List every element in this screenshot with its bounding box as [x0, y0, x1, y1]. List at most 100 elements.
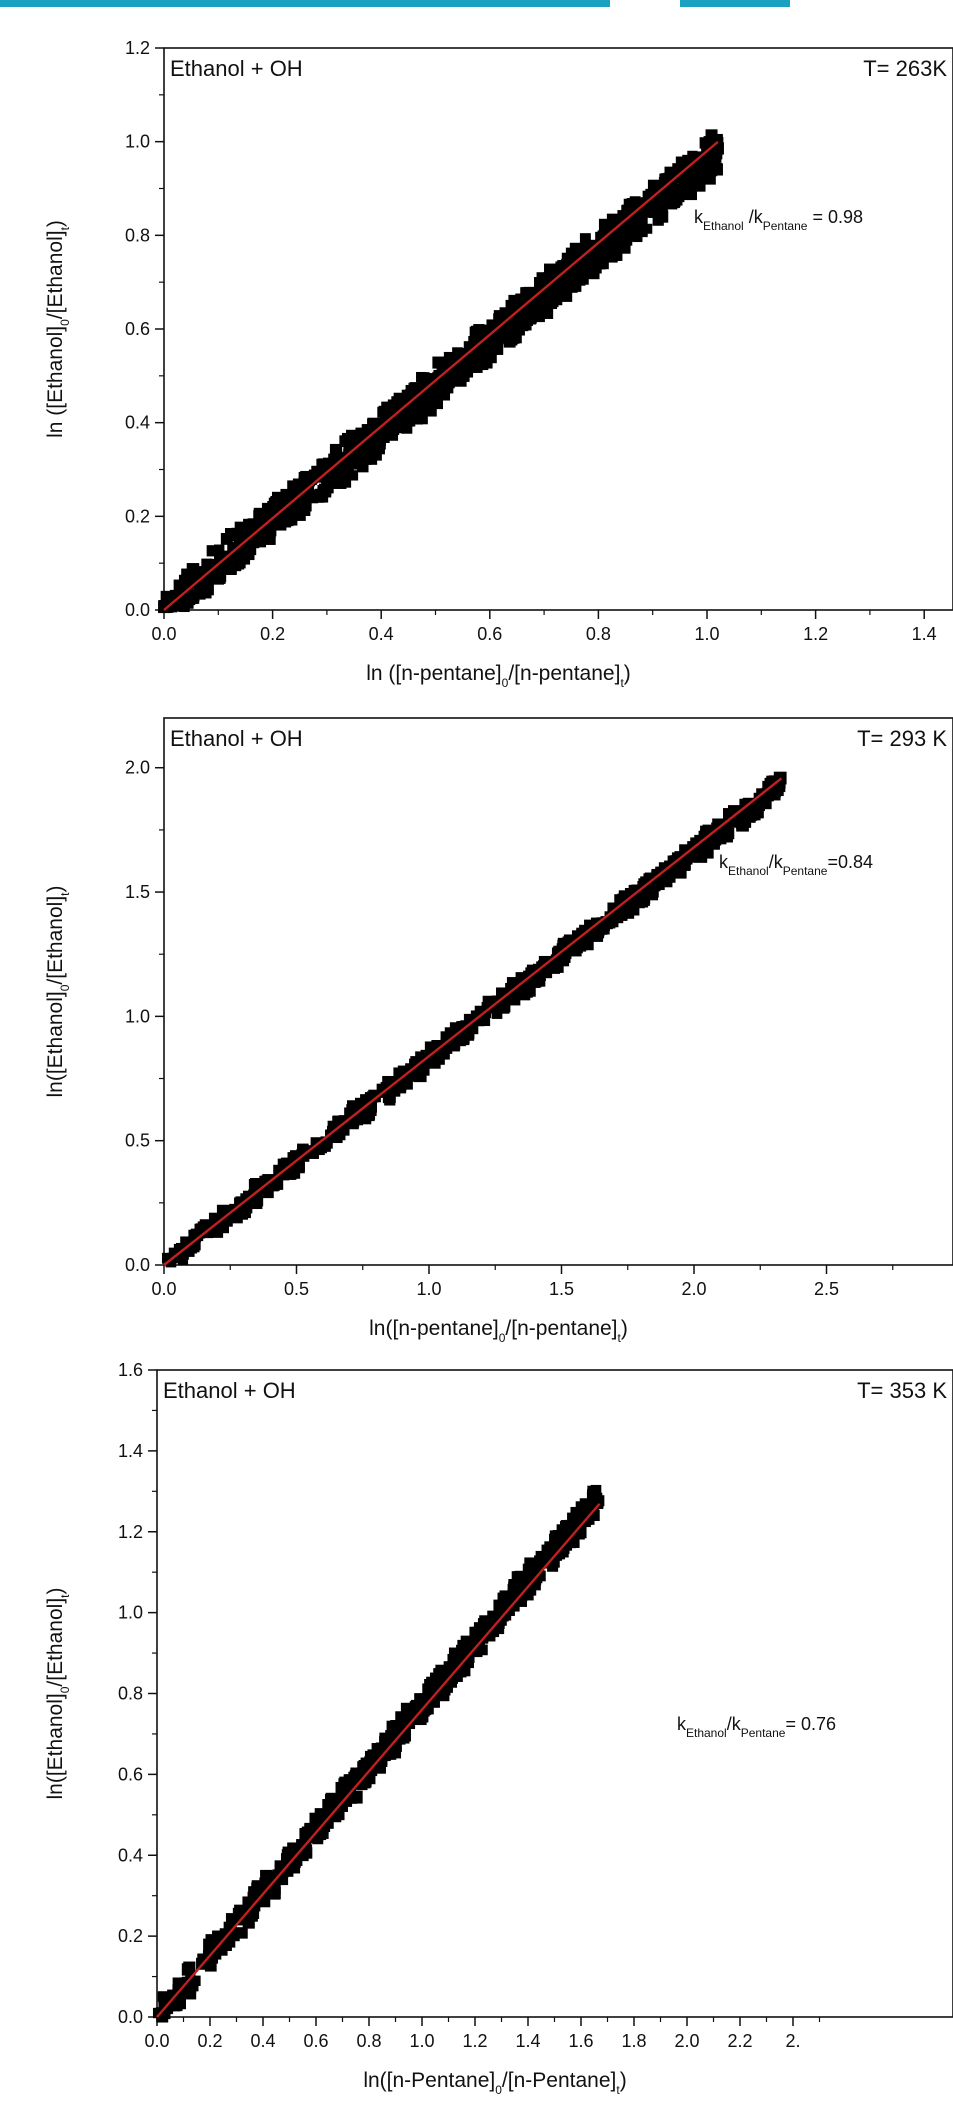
- data-point: [267, 1884, 278, 1896]
- data-point: [331, 453, 342, 464]
- header-accent-bar-left: [0, 0, 610, 7]
- data-point: [505, 299, 518, 312]
- data-point: [289, 1168, 301, 1179]
- data-point: [157, 1991, 169, 2002]
- x-tick-label: 1.2: [462, 2031, 487, 2051]
- data-point: [736, 818, 749, 832]
- data-point: [215, 573, 226, 584]
- data-point: [488, 344, 499, 355]
- data-point: [508, 313, 519, 325]
- slope-annotation: kEthanol /kPentane = 0.98: [694, 207, 863, 233]
- panel-label: Ethanol + OH: [170, 726, 303, 751]
- data-point: [254, 1180, 266, 1193]
- data-point: [284, 1859, 295, 1870]
- chart-panel-263k: 0.0 0.2 0.4 0.6 0.8 1.0 1.2 0.0 0.2 0.4 0.6 0.8 1.0 1…: [44, 38, 953, 690]
- data-point: [531, 297, 543, 309]
- x-tick-label: 0.6: [303, 2031, 328, 2051]
- data-point: [463, 341, 476, 353]
- y-tick-label: 1.6: [118, 1360, 143, 1380]
- y-tick-label: 0.0: [125, 600, 150, 620]
- data-point: [459, 366, 471, 378]
- data-point: [280, 505, 292, 517]
- data-point: [332, 1116, 344, 1128]
- data-point: [280, 517, 292, 528]
- data-point: [507, 1587, 520, 1600]
- x-tick-label: 1.0: [409, 2031, 434, 2051]
- data-point: [702, 847, 714, 859]
- data-point: [282, 490, 295, 503]
- data-point: [428, 1696, 440, 1708]
- data-series: [158, 129, 724, 614]
- temperature-label: T= 263K: [863, 56, 947, 81]
- data-point: [492, 1623, 503, 1634]
- plot-frame: [163, 717, 953, 1266]
- y-tick-label: 0.4: [118, 1845, 143, 1865]
- data-point: [473, 1622, 485, 1633]
- data-point: [430, 384, 443, 397]
- data-point: [572, 273, 584, 285]
- data-point: [268, 517, 280, 529]
- data-point: [236, 551, 247, 562]
- panel-label: Ethanol + OH: [163, 1378, 296, 1403]
- data-point: [662, 866, 674, 878]
- data-point: [220, 533, 233, 545]
- data-point: [184, 1237, 195, 1249]
- chart-panel-293k: 0.00.51.01.52.00.00.51.01.52.02.53Ethano…: [44, 717, 953, 1345]
- data-point: [302, 490, 315, 503]
- y-tick-label: 1.4: [118, 1441, 143, 1461]
- y-tick-label: 1.0: [125, 1006, 150, 1026]
- data-point: [240, 538, 252, 550]
- slope-annotation: kEthanol/kPentane=0.84: [719, 852, 873, 878]
- data-point: [567, 1512, 579, 1525]
- data-point: [325, 1792, 339, 1806]
- data-point: [218, 1222, 230, 1234]
- data-point: [315, 489, 329, 503]
- x-tick-label: 0.6: [477, 624, 502, 644]
- data-point: [705, 129, 718, 142]
- data-point: [264, 503, 277, 515]
- data-point: [447, 352, 458, 363]
- data-point: [527, 1567, 539, 1579]
- data-point: [343, 452, 355, 463]
- x-tick-label: 2.: [785, 2031, 800, 2051]
- data-point: [618, 241, 631, 254]
- x-axis-title: ln([n-pentane]0/[n-pentane]t): [369, 1317, 628, 1345]
- data-point: [274, 510, 285, 521]
- data-point: [703, 171, 716, 185]
- data-point: [647, 179, 659, 191]
- data-point: [225, 1913, 238, 1926]
- data-point: [361, 443, 372, 454]
- data-point: [496, 987, 507, 999]
- data-point: [580, 1507, 592, 1520]
- data-point: [329, 443, 341, 455]
- data-point: [474, 1005, 486, 1017]
- data-point: [242, 1916, 255, 1929]
- y-tick-label: 1.2: [125, 38, 150, 58]
- data-point: [251, 1194, 264, 1207]
- fit-line: [163, 777, 783, 1266]
- data-point: [683, 175, 696, 187]
- data-point: [611, 249, 623, 261]
- y-tick-label: 0.6: [118, 1764, 143, 1784]
- data-point: [615, 231, 626, 242]
- data-point: [293, 1162, 305, 1174]
- data-point: [243, 549, 255, 561]
- y-tick-label: 1.0: [125, 132, 150, 152]
- data-point: [547, 1547, 559, 1559]
- data-point: [416, 412, 428, 425]
- data-point: [181, 568, 192, 580]
- data-point: [210, 565, 222, 578]
- data-point: [290, 1150, 302, 1162]
- x-axis-title: ln([n-Pentane]0/[n-Pentane]t): [363, 2069, 626, 2097]
- data-point: [710, 834, 722, 846]
- data-point: [656, 201, 668, 214]
- data-point: [236, 1927, 248, 1939]
- data-point: [544, 263, 557, 276]
- data-series: [161, 771, 787, 1268]
- data-point: [200, 578, 214, 592]
- data-point: [424, 1685, 435, 1697]
- data-point: [523, 1584, 534, 1595]
- data-point: [178, 574, 190, 586]
- y-axis-title: ln([Ethanol]0/[Ethanol]t): [44, 886, 72, 1098]
- y-axis-title: ln ([Ethanol]0/[Ethanol]t): [44, 220, 72, 438]
